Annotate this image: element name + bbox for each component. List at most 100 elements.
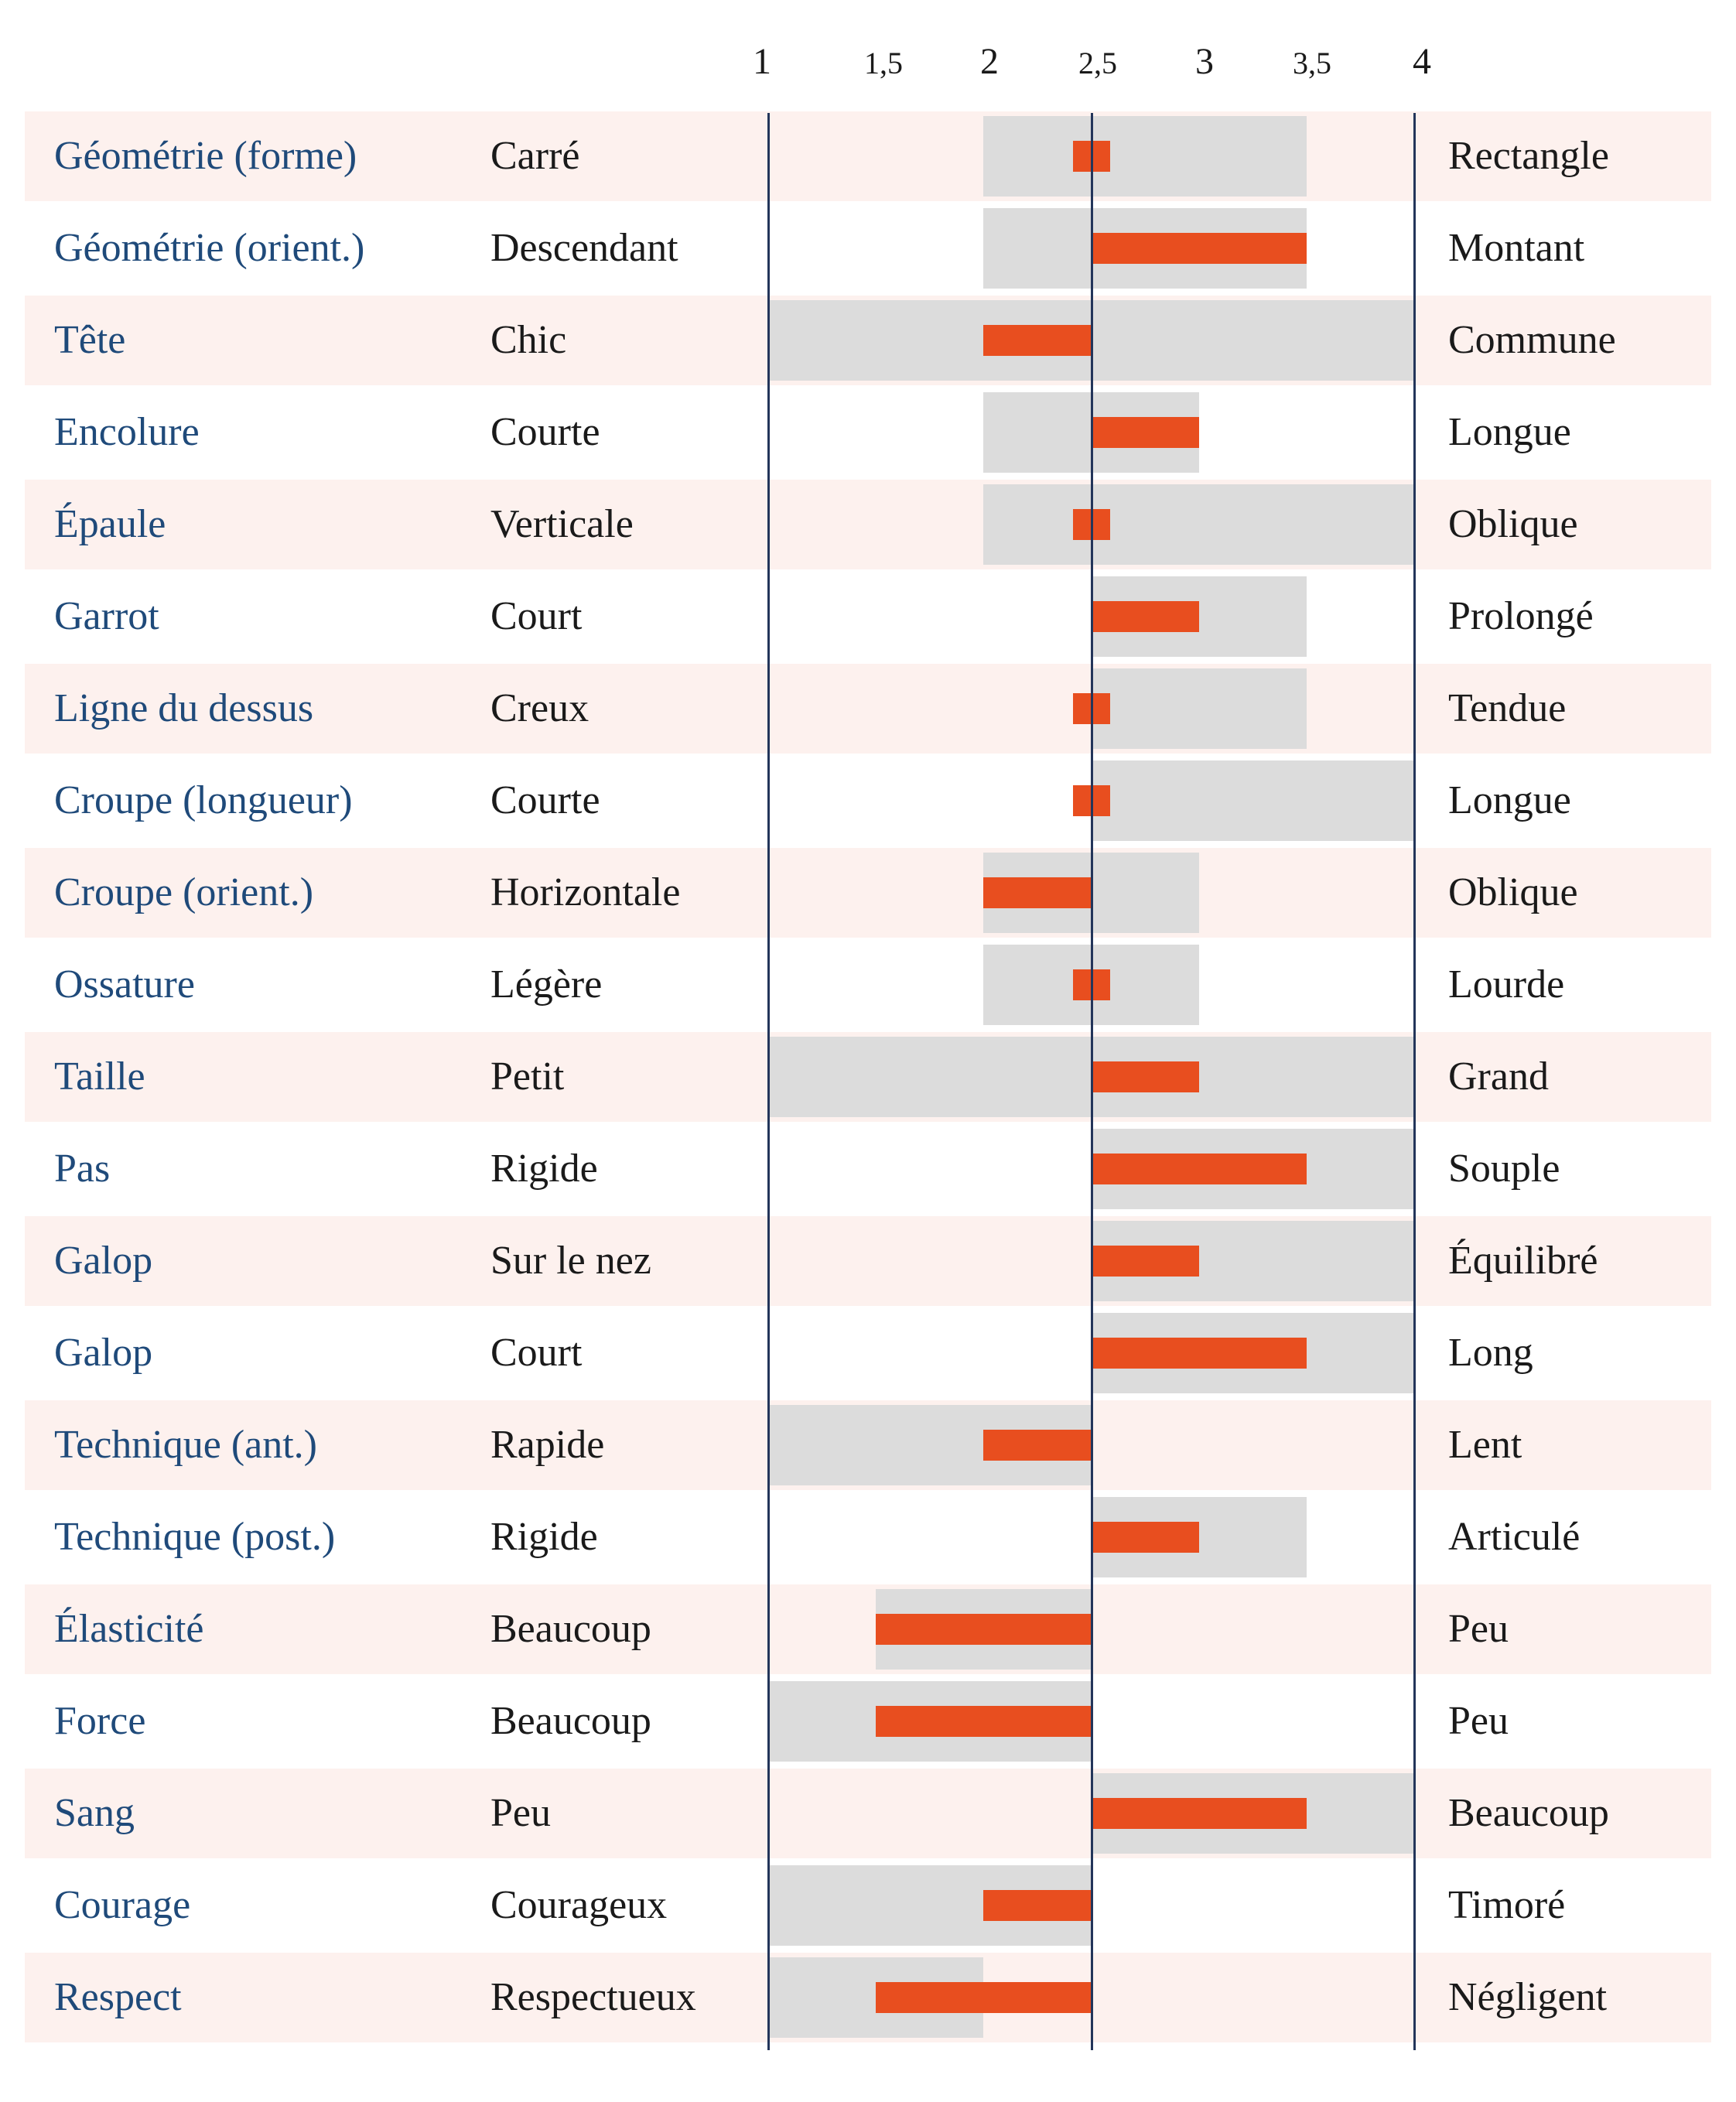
chart-row: Ligne du dessus Creux Tendue [25,664,1711,754]
row-attribute-label: Géométrie (forme) [54,134,357,178]
chart-row: Encolure Courte Longue [25,388,1711,477]
range-band [1091,668,1307,749]
chart-row: Force Beaucoup Peu [25,1676,1711,1766]
row-right-label: Commune [1448,318,1616,362]
row-left-label: Peu [490,1791,551,1835]
tick-label: 3,5 [1293,46,1331,80]
row-right-label: Montant [1448,226,1585,270]
row-right-label: Long [1448,1331,1533,1375]
row-attribute-label: Galop [54,1239,153,1283]
row-right-label: Longue [1448,778,1571,822]
tick-label: 4 [1413,41,1431,82]
row-left-label: Court [490,594,583,638]
tick-label: 1 [753,41,771,82]
chart-row: Taille Petit Grand [25,1032,1711,1122]
row-attribute-label: Courage [54,1883,191,1927]
value-bar [1091,1246,1199,1277]
row-left-label: Beaucoup [490,1699,651,1743]
row-attribute-label: Épaule [54,502,166,546]
value-bar [1091,1061,1199,1092]
range-band [1091,760,1414,841]
row-right-label: Rectangle [1448,134,1609,178]
chart-row: Galop Court Long [25,1308,1711,1398]
row-left-label: Respectueux [490,1975,696,2019]
row-right-label: Négligent [1448,1975,1608,2019]
chart-row: Géométrie (forme) Carré Rectangle [25,111,1711,201]
row-left-label: Courte [490,410,600,454]
value-bar [1091,233,1307,264]
chart-row: Respect Respectueux Négligent [25,1953,1711,2042]
row-attribute-label: Élasticité [54,1607,204,1651]
value-bar [1091,1154,1307,1184]
value-bar [876,1706,1092,1737]
row-left-label: Descendant [490,226,678,270]
chart-row: Sang Peu Beaucoup [25,1769,1711,1858]
row-left-label: Courageux [490,1883,668,1927]
chart-row: Galop Sur le nez Équilibré [25,1216,1711,1306]
row-attribute-label: Galop [54,1331,153,1375]
value-bar [876,1614,1092,1645]
chart-row: Technique (ant.) Rapide Lent [25,1400,1711,1490]
row-attribute-label: Force [54,1699,146,1743]
value-bar [1091,1798,1307,1829]
row-attribute-label: Géométrie (orient.) [54,226,365,270]
row-left-label: Verticale [490,502,634,546]
value-bar [1091,1522,1199,1553]
row-left-label: Rigide [490,1147,598,1191]
value-bar [876,1982,1092,2013]
row-left-label: Légère [490,962,603,1007]
range-band [983,116,1307,197]
row-left-label: Petit [490,1054,565,1099]
row-right-label: Articulé [1448,1515,1581,1559]
row-left-label: Rigide [490,1515,598,1559]
row-attribute-label: Encolure [54,410,200,454]
chart-row: Géométrie (orient.) Descendant Montant [25,203,1711,293]
row-right-label: Lourde [1448,962,1565,1007]
value-bar [983,877,1092,908]
row-left-label: Creux [490,686,589,730]
range-band [983,484,1414,565]
chart-row: Ossature Légère Lourde [25,940,1711,1030]
tick-label: 1,5 [864,46,903,80]
axis-line-min [767,113,770,2050]
chart-row: Technique (post.) Rigide Articulé [25,1492,1711,1582]
row-left-label: Carré [490,134,580,178]
chart-row: Épaule Verticale Oblique [25,480,1711,569]
row-right-label: Lent [1448,1423,1522,1467]
chart-row: Garrot Court Prolongé [25,572,1711,661]
row-right-label: Longue [1448,410,1571,454]
chart-row: Pas Rigide Souple [25,1124,1711,1214]
row-left-label: Sur le nez [490,1239,651,1283]
row-left-label: Beaucoup [490,1607,651,1651]
row-right-label: Beaucoup [1448,1791,1609,1835]
value-bar [1091,1338,1307,1369]
chart-row: Croupe (orient.) Horizontale Oblique [25,848,1711,938]
row-right-label: Tendue [1448,686,1567,730]
row-attribute-label: Sang [54,1791,135,1835]
row-right-label: Peu [1448,1699,1509,1743]
row-attribute-label: Ligne du dessus [54,686,314,730]
row-attribute-label: Tête [54,318,126,362]
value-bar [983,1430,1092,1461]
row-right-label: Prolongé [1448,594,1594,638]
row-left-label: Rapide [490,1423,605,1467]
row-attribute-label: Respect [54,1975,182,2019]
row-attribute-label: Croupe (longueur) [54,778,353,822]
value-bar [983,325,1092,356]
row-right-label: Grand [1448,1054,1549,1099]
row-attribute-label: Pas [54,1147,111,1191]
chart-row: Courage Courageux Timoré [25,1861,1711,1950]
value-bar [1091,417,1199,448]
chart-row: Croupe (longueur) Courte Longue [25,756,1711,846]
value-bar [983,1890,1092,1921]
row-right-label: Oblique [1448,502,1578,546]
row-attribute-label: Croupe (orient.) [54,870,314,914]
x-axis-ticks: 1 1,5 2 2,5 3 3,5 4 [0,0,1736,108]
row-attribute-label: Technique (ant.) [54,1423,317,1467]
chart-row: Tête Chic Commune [25,296,1711,385]
row-right-label: Équilibré [1448,1239,1598,1283]
tick-label: 2 [980,41,999,82]
center-line [1090,113,1093,2050]
row-attribute-label: Technique (post.) [54,1515,336,1559]
